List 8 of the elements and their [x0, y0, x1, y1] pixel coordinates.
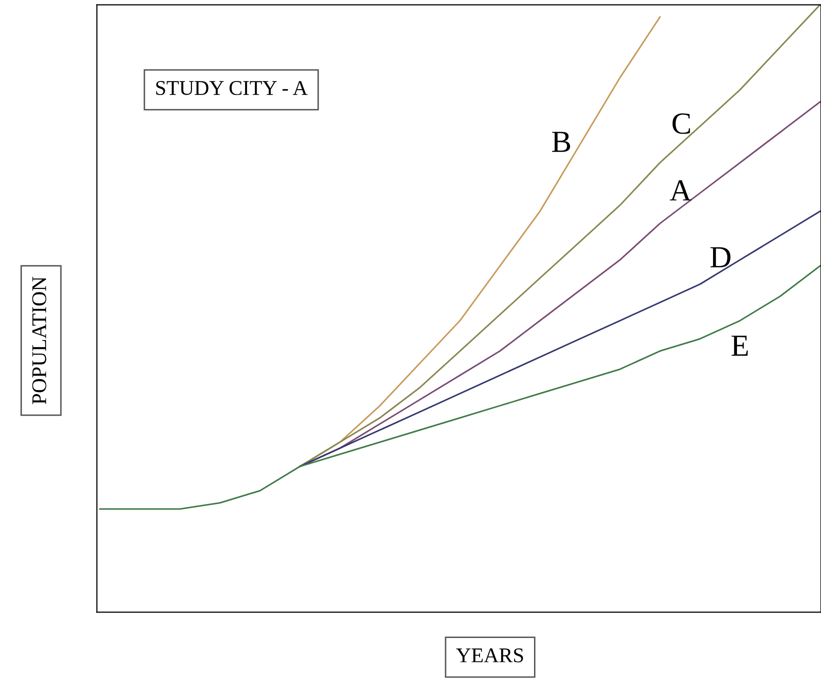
series-label: C	[672, 113, 690, 134]
series-label: B	[552, 132, 570, 152]
series-label: E	[732, 336, 748, 356]
text: STUDY CITY - A	[156, 81, 308, 96]
y-axis-title: POPULATION	[32, 276, 46, 404]
series-label: A	[670, 180, 692, 200]
series-label: D	[710, 247, 730, 268]
x-axis-title: YEARS	[456, 648, 523, 662]
